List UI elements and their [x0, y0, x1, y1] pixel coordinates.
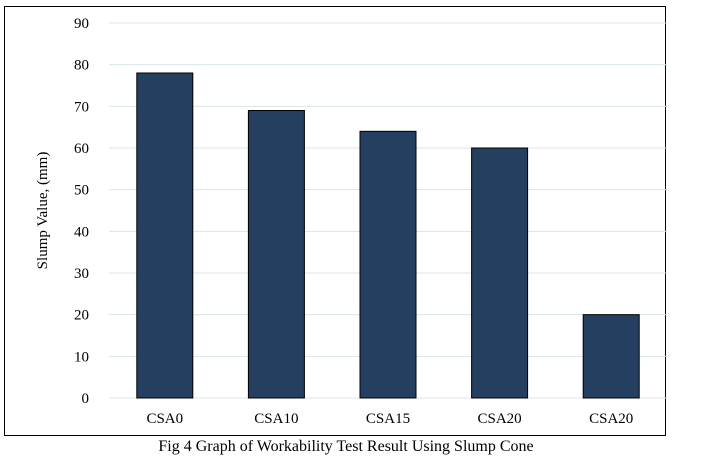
- bar-csa20-4: [582, 314, 640, 399]
- bar-csa15-2: [359, 130, 417, 399]
- x-tick-label: CSA10: [254, 411, 298, 427]
- x-tick-label: CSA0: [146, 411, 183, 427]
- y-tick-label: 60: [74, 141, 89, 157]
- y-tick-label: 0: [82, 391, 90, 407]
- x-tick-label: CSA20: [478, 411, 522, 427]
- x-tick-label: CSA15: [366, 411, 410, 427]
- y-tick-label: 90: [74, 16, 89, 32]
- y-tick-label: 70: [74, 99, 89, 115]
- chart-frame: 0 10 20 30 40 50 60 70 80 90 CSA0 CSA10 CSA15 CSA20 C…: [4, 6, 667, 436]
- y-tick-label: 80: [74, 58, 89, 74]
- y-tick-labels: 0 10 20 30 40 50 60 70 80 90: [74, 16, 89, 407]
- y-axis-title: Slump Value, (mm): [35, 152, 51, 270]
- y-tick-label: 50: [74, 183, 89, 199]
- figure-caption: Fig 4 Graph of Workability Test Result U…: [158, 438, 534, 455]
- y-tick-label: 20: [74, 308, 89, 324]
- x-tick-label: CSA20: [589, 411, 633, 427]
- y-tick-label: 30: [74, 266, 89, 282]
- y-tick-label: 10: [74, 349, 89, 365]
- bar-csa0-0: [136, 72, 194, 399]
- y-tick-label: 40: [74, 224, 89, 240]
- bars: [136, 72, 640, 399]
- x-tick-labels: CSA0 CSA10 CSA15 CSA20 CSA20: [146, 411, 633, 427]
- bar-csa20-3: [471, 147, 529, 399]
- bar-csa10-1: [247, 110, 305, 399]
